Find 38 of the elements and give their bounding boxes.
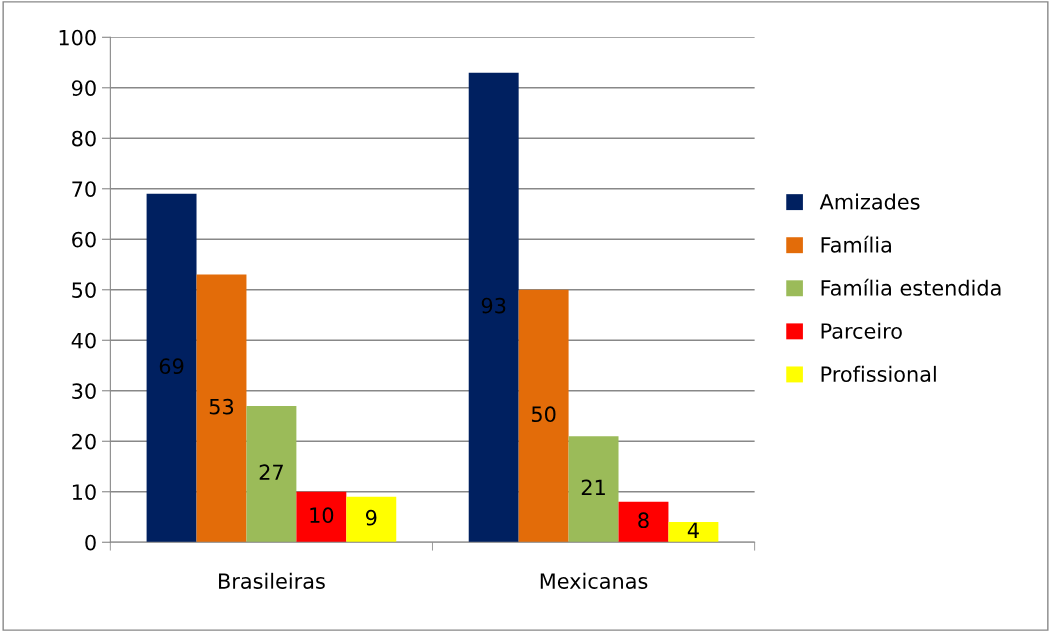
legend-label: Família estendida xyxy=(821,278,1001,296)
legend-label: Amizades xyxy=(819,193,920,210)
data-label: 4 xyxy=(687,522,699,538)
y-tick-label: 50 xyxy=(72,282,96,298)
bar xyxy=(246,405,297,543)
x-tick-label: Brasileiras xyxy=(219,572,325,589)
bar xyxy=(618,501,669,543)
bar xyxy=(296,491,347,543)
y-tick-label: 100 xyxy=(59,29,96,46)
data-label: 50 xyxy=(531,406,556,423)
bar xyxy=(146,193,197,543)
bar xyxy=(518,289,569,543)
y-tick-label: 60 xyxy=(72,231,96,248)
data-label: 93 xyxy=(481,297,506,314)
bar xyxy=(468,72,519,543)
data-label: 53 xyxy=(209,398,234,415)
legend-label: Família xyxy=(821,235,891,253)
y-tick-label: 40 xyxy=(71,332,96,349)
x-tick-label: Mexicanas xyxy=(540,572,648,589)
y-tick-label: 90 xyxy=(71,80,96,96)
bar xyxy=(568,436,619,543)
y-tick-label: 80 xyxy=(72,130,96,147)
data-label: 69 xyxy=(159,358,184,375)
y-tick-label: 70 xyxy=(72,181,96,197)
data-label: 9 xyxy=(365,509,377,526)
legend-label: Parceiro xyxy=(821,322,902,339)
data-label: 10 xyxy=(310,507,334,524)
y-tick-label: 30 xyxy=(72,383,96,399)
y-tick-label: 0 xyxy=(85,534,96,551)
y-tick-label: 10 xyxy=(72,484,96,500)
data-label: 8 xyxy=(638,512,649,529)
bar xyxy=(196,274,247,543)
data-label: 21 xyxy=(581,479,605,495)
bar xyxy=(668,522,719,543)
data-label: 27 xyxy=(259,464,283,480)
legend-label: Profissional xyxy=(821,365,936,382)
bar xyxy=(346,496,397,543)
y-tick-label: 20 xyxy=(72,433,96,450)
